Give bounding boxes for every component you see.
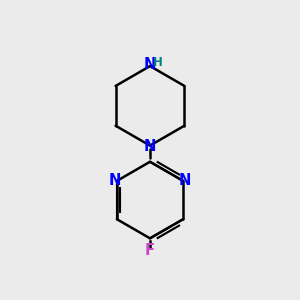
Text: N: N	[179, 173, 191, 188]
Text: N: N	[144, 139, 156, 154]
Text: H: H	[153, 56, 163, 69]
Text: F: F	[145, 243, 155, 258]
Text: N: N	[109, 173, 121, 188]
Text: N: N	[144, 57, 156, 72]
